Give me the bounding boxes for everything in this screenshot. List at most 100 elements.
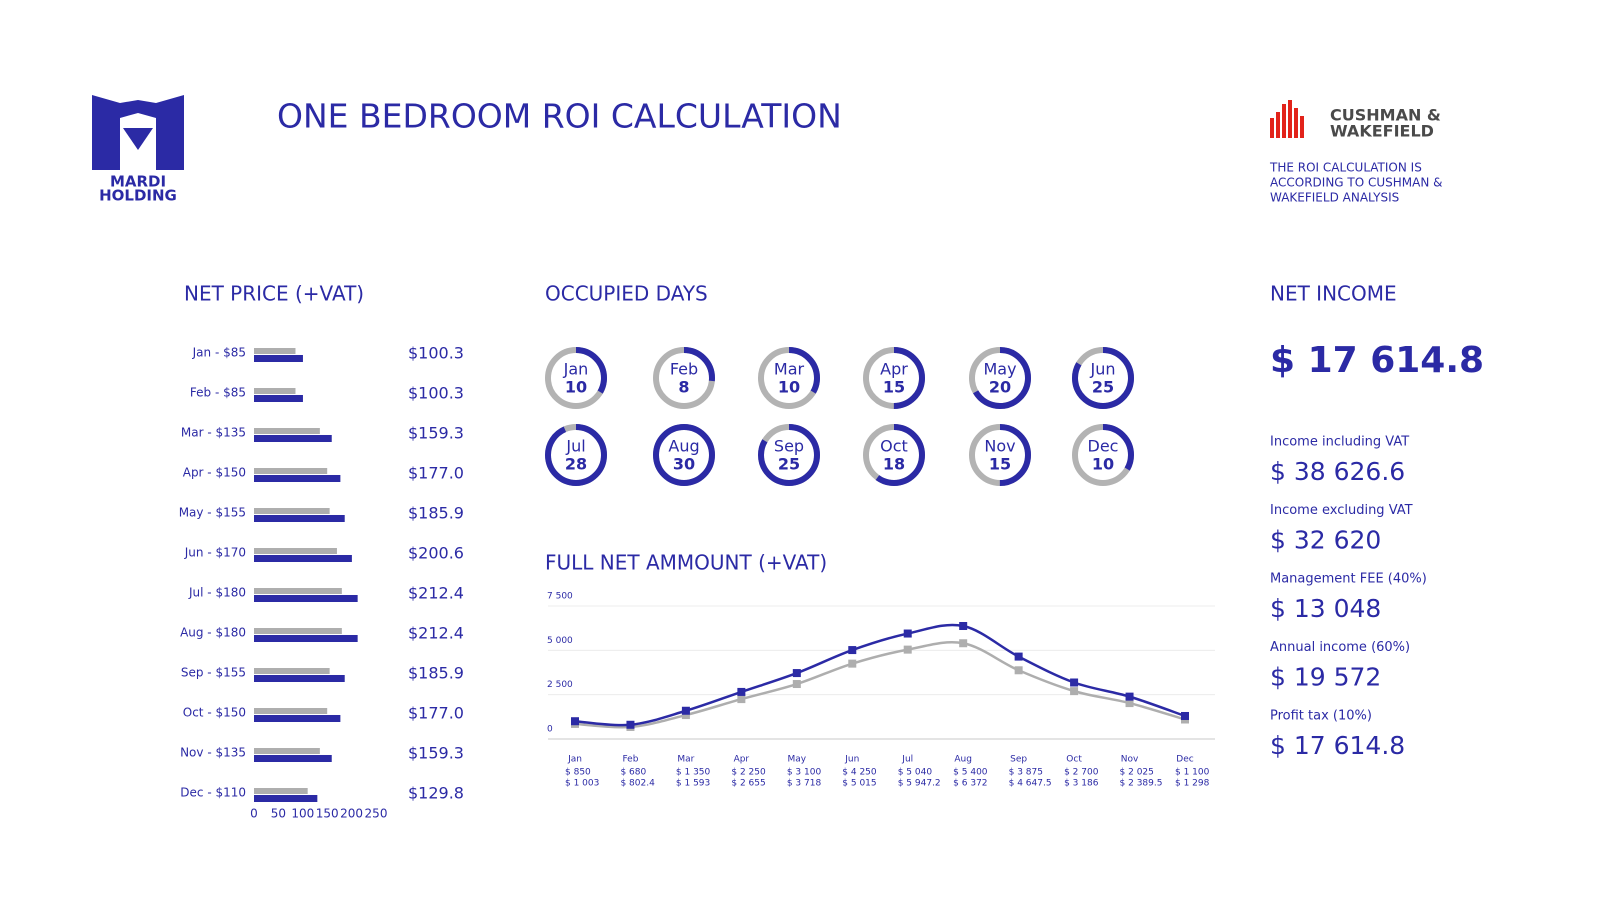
bar xyxy=(254,475,341,482)
value-label: $ 1 350 xyxy=(676,768,711,778)
point xyxy=(1181,711,1189,720)
x-tick-label: Dec xyxy=(1176,755,1193,765)
donut-value: 10 xyxy=(778,378,800,397)
value-label: $ 5 015 xyxy=(842,779,876,789)
bar xyxy=(254,388,296,394)
donut-label: May xyxy=(983,360,1016,379)
bar xyxy=(254,748,320,754)
category-label: Mar - $135 xyxy=(181,426,246,440)
donut-label: Jul xyxy=(565,437,585,456)
value-label: $ 802.4 xyxy=(620,779,655,789)
donut-arc xyxy=(1072,424,1134,486)
point xyxy=(737,687,746,696)
partner-text: CUSHMAN & xyxy=(1330,106,1441,125)
x-tick-label: 50 xyxy=(271,807,286,821)
income-label: Income excluding VAT xyxy=(1270,503,1413,518)
y-tick-label: 7 500 xyxy=(547,592,573,602)
value-label: $100.3 xyxy=(408,384,464,403)
category-label: Dec - $110 xyxy=(180,786,246,800)
donut-arc xyxy=(545,424,607,486)
bar xyxy=(254,428,320,434)
point xyxy=(737,695,746,704)
x-tick-label: Sep xyxy=(1010,755,1027,765)
bar xyxy=(254,595,358,602)
point xyxy=(792,669,801,678)
chart-title: NET PRICE (+VAT) xyxy=(184,282,364,306)
category-label: Oct - $150 xyxy=(183,706,246,720)
point xyxy=(681,711,690,720)
bar xyxy=(254,548,337,554)
value-label: $ 3 186 xyxy=(1064,779,1099,789)
point xyxy=(959,639,968,648)
point xyxy=(848,659,857,668)
bar xyxy=(254,588,342,594)
donut-value: 15 xyxy=(883,378,905,397)
income-label: Annual income (60%) xyxy=(1270,640,1410,655)
note: THE ROI CALCULATION IS xyxy=(1269,161,1422,175)
donut-value: 10 xyxy=(565,378,587,397)
donut-value: 8 xyxy=(678,378,689,397)
x-tick-label: Nov xyxy=(1121,755,1139,765)
donut-arc xyxy=(969,424,1031,486)
income-label: Profit tax (10%) xyxy=(1270,709,1372,724)
bar xyxy=(254,755,332,762)
donut-arc xyxy=(1072,347,1134,409)
point xyxy=(571,717,579,726)
value-label: $ 3 100 xyxy=(787,768,822,778)
value-label: $185.9 xyxy=(408,504,464,523)
value-label: $ 2 655 xyxy=(731,779,765,789)
point xyxy=(626,720,635,729)
bar xyxy=(254,788,308,794)
value-label: $ 1 593 xyxy=(676,779,710,789)
logo-text: MARDI xyxy=(110,173,166,191)
donut-value: 20 xyxy=(989,378,1011,397)
section-title: NET INCOME xyxy=(1270,282,1397,306)
note: WAKEFIELD ANALYSIS xyxy=(1270,191,1399,205)
x-tick-label: Mar xyxy=(677,755,694,765)
x-tick-label: Feb xyxy=(622,755,638,765)
value-label: $ 2 389.5 xyxy=(1120,779,1163,789)
x-tick-label: 100 xyxy=(291,807,314,821)
point xyxy=(1125,692,1134,701)
note: ACCORDING TO CUSHMAN & xyxy=(1270,176,1443,190)
point xyxy=(1014,652,1023,661)
donut-arc xyxy=(969,347,1031,409)
donut-label: Mar xyxy=(774,360,805,379)
bar xyxy=(254,355,303,362)
donut-label: Dec xyxy=(1088,437,1119,456)
bar xyxy=(254,468,328,474)
value-label: $ 850 xyxy=(565,768,591,778)
donut-value: 28 xyxy=(565,455,587,474)
x-tick-label: Jan xyxy=(567,755,582,765)
page-title: ONE BEDROOM ROI CALCULATION xyxy=(277,97,842,136)
value-label: $212.4 xyxy=(408,624,464,643)
point xyxy=(903,645,912,654)
income-value: $ 38 626.6 xyxy=(1270,457,1405,486)
value-label: $185.9 xyxy=(408,664,464,683)
donut-arc xyxy=(653,347,715,409)
x-tick-label: 250 xyxy=(365,807,388,821)
x-tick-label: Jun xyxy=(844,755,859,765)
value-label: $ 2 025 xyxy=(1120,768,1154,778)
donut-label: Feb xyxy=(670,360,698,379)
value-label: $177.0 xyxy=(408,464,464,483)
bar xyxy=(254,675,345,682)
donut-value: 30 xyxy=(673,455,695,474)
point xyxy=(792,680,801,689)
donut-value: 15 xyxy=(989,455,1011,474)
x-tick-label: May xyxy=(788,755,807,765)
bar xyxy=(254,515,345,522)
point xyxy=(1070,687,1079,696)
value-label: $ 3 875 xyxy=(1009,768,1043,778)
donut-label: Aug xyxy=(668,437,699,456)
x-tick-label: Aug xyxy=(954,755,972,765)
donut-label: Nov xyxy=(984,437,1015,456)
donut-label: Jan xyxy=(563,360,589,379)
income-value: $ 17 614.8 xyxy=(1270,731,1405,760)
donut-arc xyxy=(863,347,925,409)
category-label: Jul - $180 xyxy=(188,586,246,600)
category-label: Jun - $170 xyxy=(184,546,246,560)
bar xyxy=(254,628,342,634)
x-tick-label: Oct xyxy=(1066,755,1082,765)
value-label: $159.3 xyxy=(408,744,464,763)
